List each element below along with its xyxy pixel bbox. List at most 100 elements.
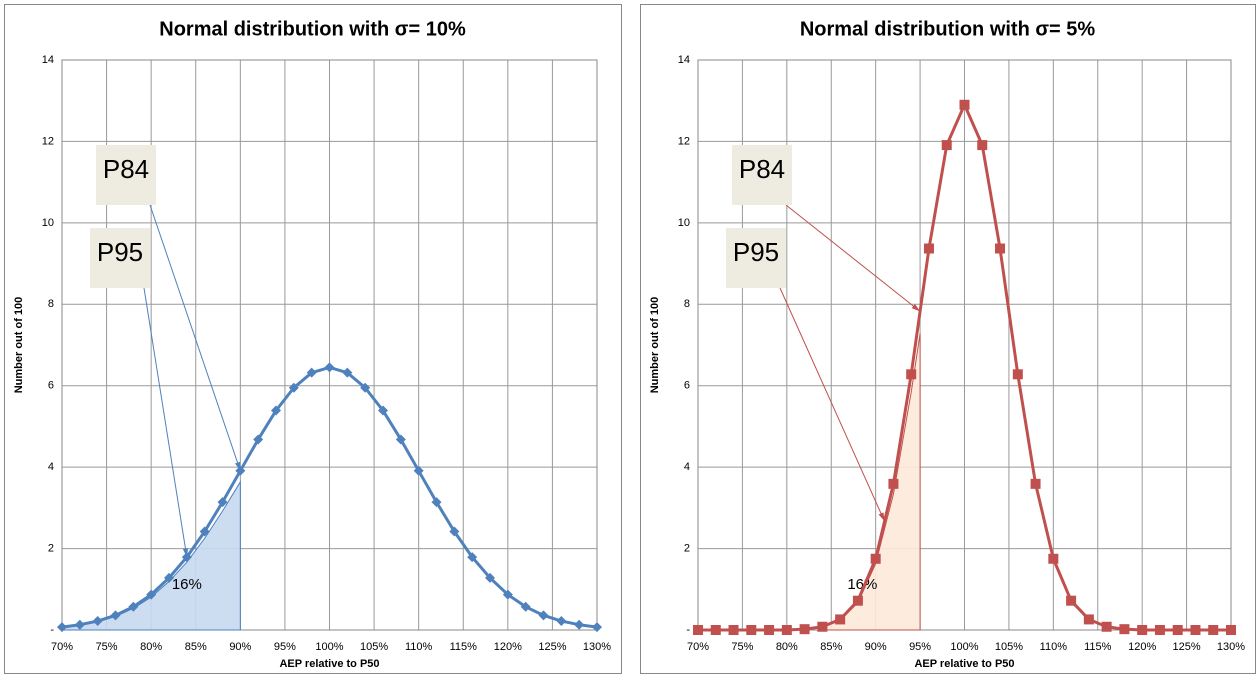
marker: [110, 610, 121, 621]
y-tick-label: -: [50, 624, 54, 636]
x-tick-label: 75%: [731, 641, 753, 653]
marker: [1083, 614, 1094, 625]
marker: [199, 526, 210, 537]
x-tick-label: 95%: [274, 641, 296, 653]
area-label: 16%: [172, 576, 202, 593]
marker: [288, 382, 299, 393]
marker: [870, 553, 881, 564]
x-tick-label: 100%: [950, 641, 978, 653]
x-tick-label: 100%: [315, 641, 343, 653]
x-tick-label: 70%: [51, 641, 73, 653]
chart-title: Normal distribution with σ= 5%: [800, 18, 1096, 40]
marker: [92, 616, 103, 627]
x-tick-label: 105%: [360, 641, 388, 653]
marker: [128, 601, 139, 612]
marker: [253, 434, 264, 445]
marker: [941, 140, 952, 151]
marker: [74, 619, 85, 630]
marker: [1030, 478, 1041, 489]
annotation-box: [732, 145, 792, 205]
y-tick-label: 8: [684, 298, 690, 310]
x-tick-label: 70%: [687, 641, 709, 653]
x-tick-label: 115%: [450, 641, 478, 653]
annotation-label: P84: [739, 154, 785, 184]
marker: [574, 619, 585, 630]
y-tick-label: 10: [678, 217, 690, 229]
y-tick-label: -: [686, 624, 690, 636]
marker: [538, 610, 549, 621]
annotation-label: P95: [97, 237, 143, 267]
marker: [1101, 621, 1112, 632]
x-tick-label: 130%: [583, 641, 611, 653]
arrow-head: [182, 548, 189, 558]
marker: [485, 572, 495, 583]
y-tick-label: 14: [42, 54, 54, 66]
annotation-arrow: [785, 204, 921, 312]
marker: [556, 616, 567, 627]
x-tick-label: 80%: [776, 641, 798, 653]
marker: [728, 625, 739, 635]
marker: [852, 595, 863, 606]
annotation-label: P84: [103, 154, 149, 184]
chart-panel: Normal distribution with σ= 10% AEP relat…: [4, 4, 622, 674]
marker: [467, 552, 478, 563]
y-axis-label: Number out of 100: [13, 297, 25, 394]
x-tick-label: 120%: [494, 641, 522, 653]
x-tick-label: 110%: [1040, 641, 1068, 653]
x-tick-label: 130%: [1217, 641, 1245, 653]
arrow-head: [878, 512, 885, 522]
marker: [146, 589, 157, 600]
marker: [57, 622, 67, 633]
panel-border: [640, 4, 1256, 674]
marker: [781, 625, 792, 635]
x-tick-label: 115%: [1084, 641, 1112, 653]
marker: [835, 614, 846, 625]
x-tick-label: 125%: [1173, 641, 1201, 653]
y-axis-label: Number out of 100: [649, 297, 661, 394]
y-tick-label: 2: [48, 542, 54, 554]
x-tick-label: 105%: [995, 641, 1023, 653]
marker: [164, 572, 174, 583]
annotation-box: [726, 228, 786, 288]
marker: [378, 405, 388, 416]
x-tick-label: 90%: [865, 641, 887, 653]
x-tick-label: 95%: [909, 641, 931, 653]
y-tick-label: 12: [42, 135, 54, 147]
marker: [1137, 625, 1148, 635]
marker: [746, 625, 757, 635]
marker: [449, 526, 460, 537]
y-tick-label: 2: [684, 542, 690, 554]
marker: [710, 625, 721, 635]
marker: [431, 497, 442, 508]
marker: [977, 140, 988, 151]
marker: [271, 405, 281, 416]
annotation-arrow: [779, 287, 886, 522]
marker: [1154, 625, 1165, 635]
y-tick-label: 10: [42, 217, 54, 229]
x-tick-label: 80%: [140, 641, 162, 653]
marker: [360, 382, 371, 393]
marker: [1226, 625, 1236, 635]
chart-panel: Normal distribution with σ= 5% AEP relati…: [640, 4, 1256, 674]
x-tick-label: 85%: [820, 641, 842, 653]
marker: [693, 625, 703, 635]
y-tick-label: 14: [678, 54, 690, 66]
y-tick-label: 8: [48, 298, 54, 310]
y-tick-label: 6: [684, 380, 690, 392]
marker: [1172, 625, 1183, 635]
annotation-arrow: [149, 204, 241, 471]
marker: [1066, 595, 1077, 606]
marker: [799, 624, 810, 635]
arrow-head: [911, 303, 921, 312]
annotation-box: [90, 228, 150, 288]
y-tick-label: 4: [684, 461, 690, 473]
marker: [306, 367, 317, 378]
marker: [1048, 553, 1059, 564]
marker: [1208, 625, 1219, 635]
x-axis-label: AEP relative to P50: [914, 658, 1014, 670]
marker: [959, 99, 970, 110]
panel-border: [4, 4, 622, 674]
marker: [395, 434, 406, 445]
marker: [413, 465, 424, 476]
